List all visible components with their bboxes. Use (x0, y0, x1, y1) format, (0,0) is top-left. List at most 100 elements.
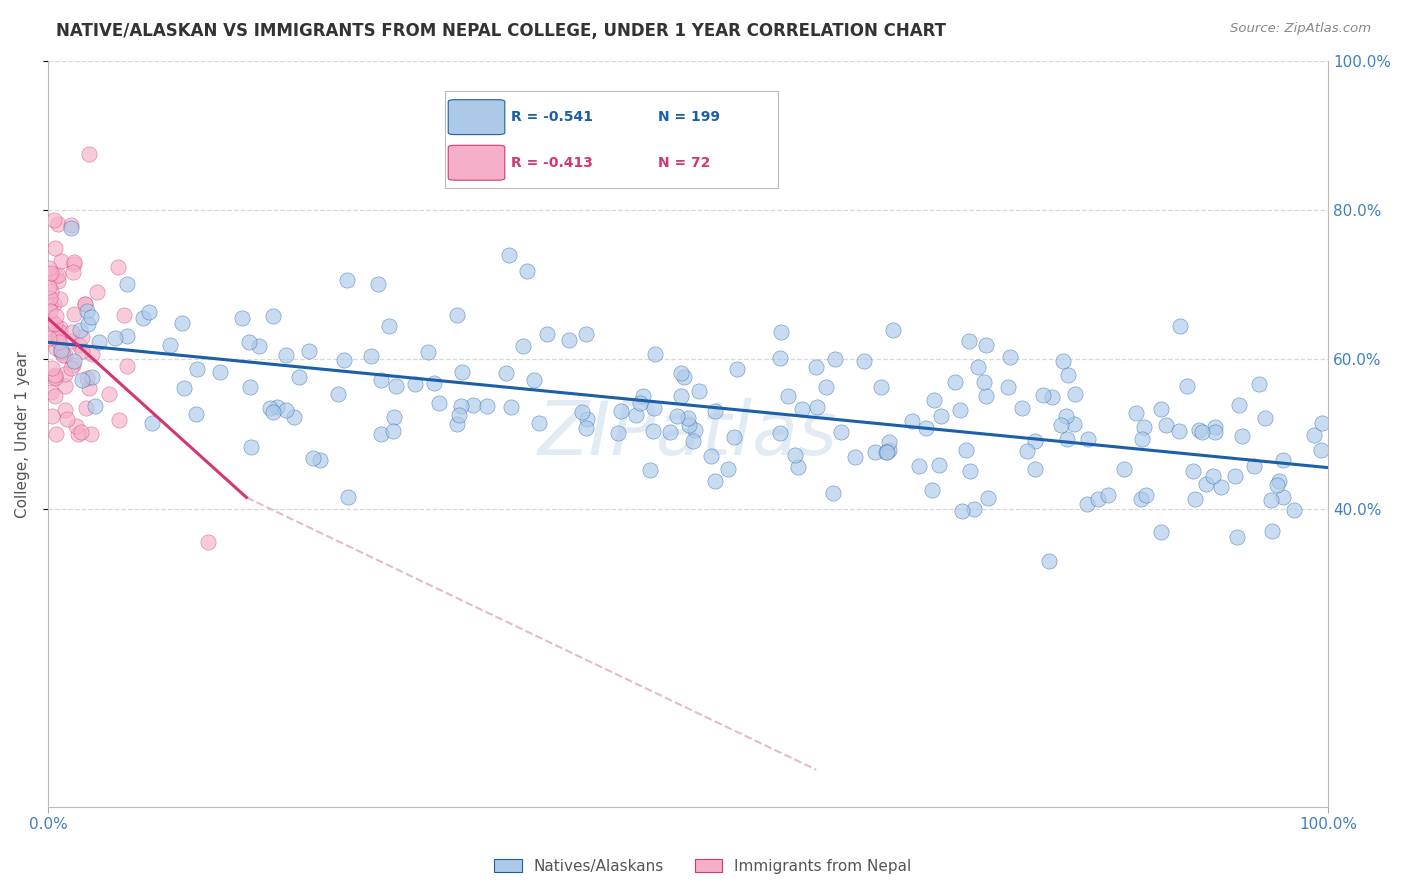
Point (172, 316, 194, 330)
Point (46, 274, 69, 288)
Point (1150, 524, 1173, 539)
Point (671, 389, 693, 403)
Point (943, 375, 966, 389)
Point (557, 334, 579, 348)
Point (447, 408, 470, 422)
Point (108, 413, 131, 427)
Point (1247, 377, 1270, 392)
Point (876, 444, 898, 458)
Point (59, 219, 82, 233)
Point (678, 410, 700, 425)
Point (446, 308, 468, 322)
Point (1209, 480, 1232, 494)
Point (159, 338, 181, 352)
Point (955, 442, 977, 457)
Point (38, 331, 60, 345)
Point (1243, 459, 1265, 474)
Point (46, 268, 69, 283)
Point (385, 378, 408, 392)
Point (336, 273, 359, 287)
Point (688, 384, 710, 398)
Point (804, 360, 827, 375)
Point (274, 402, 297, 417)
Point (73, 297, 96, 311)
Point (38, 260, 60, 275)
Point (1253, 411, 1275, 425)
Point (259, 401, 281, 416)
Legend: Natives/Alaskans, Immigrants from Nepal: Natives/Alaskans, Immigrants from Nepal (488, 853, 918, 880)
Point (703, 404, 725, 418)
Text: ZIPatlas: ZIPatlas (538, 398, 838, 470)
Point (512, 339, 534, 353)
Point (42, 213, 65, 227)
Point (665, 409, 688, 423)
Point (131, 310, 153, 325)
Point (1226, 530, 1249, 544)
Point (785, 448, 807, 462)
Point (41, 314, 63, 328)
Point (678, 418, 700, 433)
Point (1054, 409, 1077, 423)
Point (1154, 418, 1177, 433)
Point (824, 351, 846, 366)
Point (70, 330, 93, 344)
Point (1181, 464, 1204, 478)
Point (1309, 442, 1331, 457)
Point (1195, 477, 1218, 491)
Point (907, 458, 929, 473)
Point (830, 425, 852, 439)
Point (301, 450, 323, 465)
Point (115, 277, 138, 292)
Point (70, 425, 93, 439)
Point (974, 337, 997, 351)
Point (77, 318, 100, 332)
Point (45, 310, 67, 324)
Point (703, 474, 725, 488)
Point (950, 504, 973, 518)
Point (44, 332, 66, 346)
Point (571, 404, 593, 418)
Point (1227, 399, 1250, 413)
Point (283, 410, 305, 425)
Point (44, 297, 66, 311)
Point (360, 349, 382, 363)
Point (44, 241, 66, 255)
Point (929, 409, 952, 424)
Point (72, 343, 94, 358)
Point (631, 389, 654, 403)
Point (870, 380, 893, 394)
Point (1204, 419, 1226, 434)
Point (1282, 503, 1305, 517)
Text: NATIVE/ALASKAN VS IMMIGRANTS FROM NEPAL COLLEGE, UNDER 1 YEAR CORRELATION CHART: NATIVE/ALASKAN VS IMMIGRANTS FROM NEPAL … (56, 22, 946, 40)
Point (80, 347, 103, 361)
Point (1112, 462, 1135, 476)
Point (53, 367, 76, 381)
Point (683, 423, 706, 437)
Point (141, 416, 163, 430)
Point (209, 365, 232, 379)
Point (69, 323, 91, 337)
Point (231, 310, 253, 325)
Point (1024, 461, 1046, 475)
Point (46, 217, 69, 231)
Point (138, 305, 160, 319)
Point (1303, 428, 1326, 442)
Point (446, 417, 468, 432)
Point (39, 304, 62, 318)
Point (38, 279, 60, 293)
Point (450, 399, 472, 413)
Point (1168, 319, 1191, 334)
Point (45, 341, 67, 355)
Point (60, 360, 83, 375)
Point (671, 366, 693, 380)
Point (844, 450, 866, 464)
Point (67, 338, 90, 352)
Point (41, 409, 63, 423)
Point (823, 486, 845, 500)
Point (197, 535, 219, 549)
Point (1261, 524, 1284, 538)
Point (288, 370, 311, 384)
Point (644, 346, 666, 360)
Point (80, 310, 103, 324)
Point (82, 370, 104, 384)
